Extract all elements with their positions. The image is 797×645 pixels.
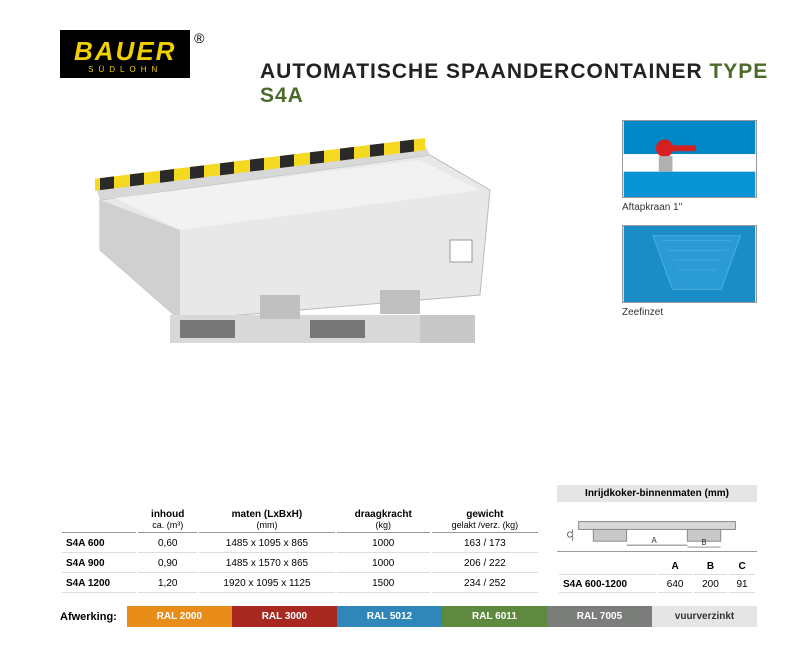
swatch-ral2000: RAL 2000 xyxy=(127,606,232,627)
cell: 206 / 222 xyxy=(432,555,538,573)
page: BAUER SÜDLOHN ® AUTOMATISCHE SPAANDERCON… xyxy=(0,0,797,645)
koker-table: A B C S4A 600-1200 640 200 91 xyxy=(557,557,757,595)
product-image xyxy=(60,120,520,380)
detail-label-0: Aftapkraan 1" xyxy=(622,202,757,213)
th-maten: maten (LxBxH)(mm) xyxy=(199,507,335,533)
svg-text:B: B xyxy=(701,538,706,547)
kth xyxy=(559,559,656,575)
registered-icon: ® xyxy=(194,30,204,46)
table-row: S4A 600-1200 640 200 91 xyxy=(559,577,755,593)
detail-aftapkraan xyxy=(622,120,757,198)
table-row: S4A 1200 1,20 1920 x 1095 x 1125 1500 23… xyxy=(62,575,538,593)
swatch-ral5012: RAL 5012 xyxy=(337,606,442,627)
th-inhoud: inhoudca. (m³) xyxy=(138,507,197,533)
spec-table: inhoudca. (m³) maten (LxBxH)(mm) draagkr… xyxy=(60,505,540,595)
kcell-model: S4A 600-1200 xyxy=(559,577,656,593)
finish-label: Afwerking: xyxy=(60,611,117,623)
title-main: AUTOMATISCHE SPAANDERCONTAINER xyxy=(260,60,703,83)
kcell: 91 xyxy=(729,577,755,593)
detail-images: Aftapkraan 1" Zeefinzet xyxy=(622,120,757,330)
koker-block: Inrijdkoker-binnenmaten (mm) A B C A xyxy=(557,485,757,595)
detail-label-1: Zeefinzet xyxy=(622,307,757,318)
koker-diagram: A B C xyxy=(557,502,757,552)
swatch-ral3000: RAL 3000 xyxy=(232,606,337,627)
table-row: S4A 600 0,60 1485 x 1095 x 865 1000 163 … xyxy=(62,535,538,553)
cell: 1485 x 1095 x 865 xyxy=(199,535,335,553)
cell-model: S4A 600 xyxy=(62,535,136,553)
kth-a: A xyxy=(658,559,691,575)
table-row: S4A 900 0,90 1485 x 1570 x 865 1000 206 … xyxy=(62,555,538,573)
kcell: 200 xyxy=(694,577,727,593)
tables-area: inhoudca. (m³) maten (LxBxH)(mm) draagkr… xyxy=(60,505,757,595)
logo-subtext: SÜDLOHN xyxy=(74,65,176,74)
cell: 0,60 xyxy=(138,535,197,553)
kcell: 640 xyxy=(658,577,691,593)
logo-brand: BAUER xyxy=(74,36,176,67)
cell: 1000 xyxy=(337,555,430,573)
swatch-ral7005: RAL 7005 xyxy=(547,606,652,627)
th-model xyxy=(62,507,136,533)
th-draagkracht: draagkracht(kg) xyxy=(337,507,430,533)
cell-model: S4A 1200 xyxy=(62,575,136,593)
swatch-ral6011: RAL 6011 xyxy=(442,606,547,627)
cell-model: S4A 900 xyxy=(62,555,136,573)
detail-zeefinzet xyxy=(622,225,757,303)
page-title: AUTOMATISCHE SPAANDERCONTAINER TYPE S4A xyxy=(260,60,797,108)
svg-text:A: A xyxy=(651,536,657,545)
cell: 1000 xyxy=(337,535,430,553)
logo: BAUER SÜDLOHN ® xyxy=(60,30,190,78)
swatch-vuurverzinkt: vuurverzinkt xyxy=(652,606,757,627)
th-gewicht: gewichtgelakt /verz. (kg) xyxy=(432,507,538,533)
cell: 1920 x 1095 x 1125 xyxy=(199,575,335,593)
cell: 0,90 xyxy=(138,555,197,573)
kth-c: C xyxy=(729,559,755,575)
koker-title: Inrijdkoker-binnenmaten (mm) xyxy=(557,485,757,502)
kth-b: B xyxy=(694,559,727,575)
cell: 234 / 252 xyxy=(432,575,538,593)
cell: 163 / 173 xyxy=(432,535,538,553)
cell: 1485 x 1570 x 865 xyxy=(199,555,335,573)
cell: 1,20 xyxy=(138,575,197,593)
cell: 1500 xyxy=(337,575,430,593)
svg-text:C: C xyxy=(567,530,573,539)
finish-row: Afwerking: RAL 2000 RAL 3000 RAL 5012 RA… xyxy=(60,606,757,627)
